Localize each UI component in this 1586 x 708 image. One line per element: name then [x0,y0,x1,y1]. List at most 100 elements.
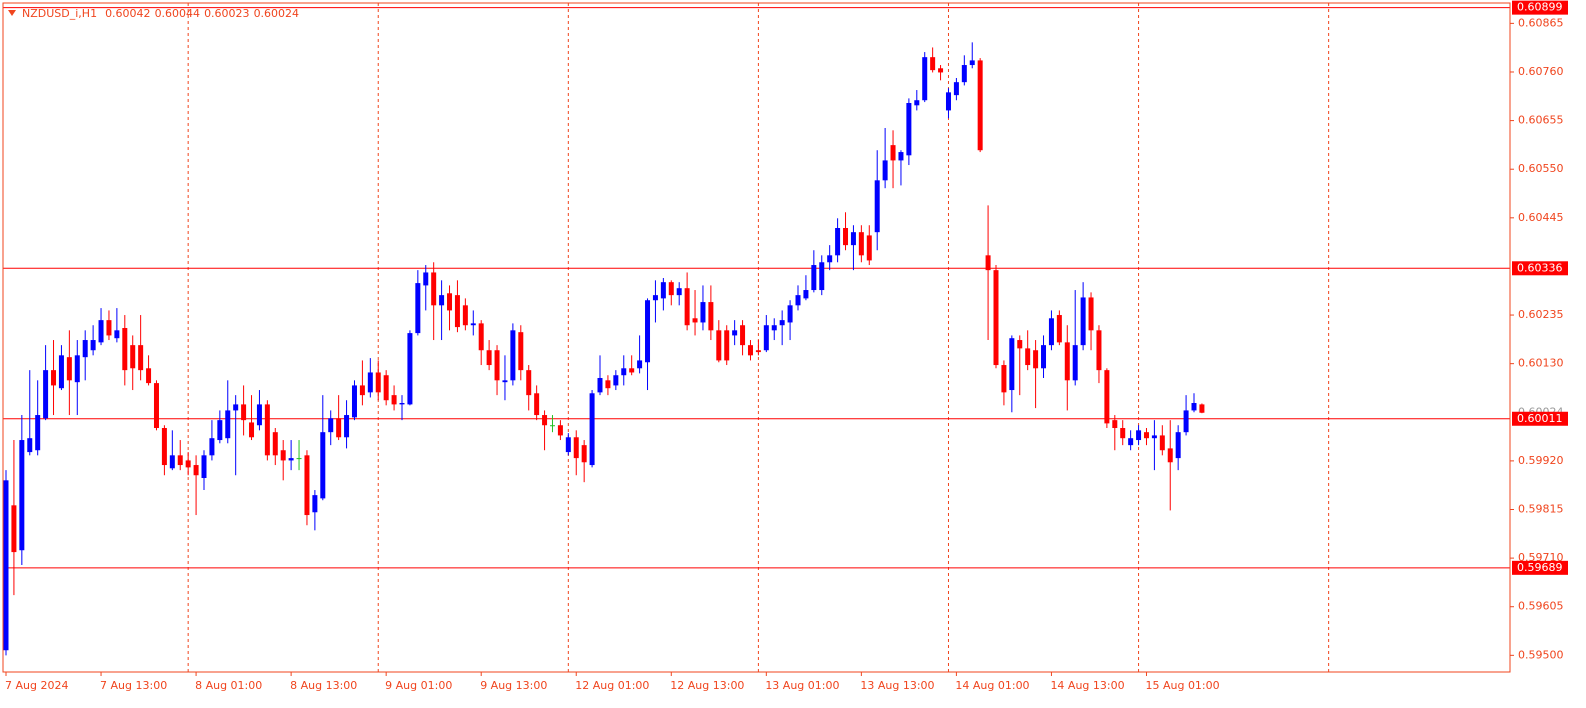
y-tick-label: 0.59605 [1518,600,1564,613]
x-tick-label: 13 Aug 01:00 [765,679,839,692]
candle-body [1048,318,1054,346]
candle-body [312,495,318,513]
candle-body [82,340,88,358]
price-box [1512,560,1568,575]
candle-body [637,360,643,369]
candle-body [225,410,231,439]
candle-body [605,380,611,389]
candle-body [914,100,920,106]
candle-body [320,432,326,499]
price-box [1512,261,1568,276]
last-open: 0.60042 [105,7,151,20]
candle-body [1128,438,1134,446]
candle-body [938,68,944,73]
candle-body [351,385,357,418]
candle-body [185,460,191,468]
candle-body [74,355,80,383]
candle-body [811,265,817,291]
candle-body [613,375,619,386]
candle-body [755,350,761,353]
candle-body [1183,410,1189,433]
y-tick-label: 0.60445 [1518,211,1564,224]
candle-body [66,357,72,381]
hline-label: 0.60011 [1517,412,1563,425]
candle-body [161,428,167,466]
candle-body [130,345,136,369]
candle-body [1009,338,1015,391]
candle-body [328,418,334,433]
candle-body [1072,345,1078,381]
candle-body [573,437,579,459]
candle-body [1104,370,1110,424]
x-tick-label: 7 Aug 13:00 [100,679,167,692]
y-tick-label: 0.60760 [1518,65,1564,78]
candle-body [217,420,223,441]
candle-body [874,180,880,233]
candle-body [1001,365,1007,393]
candle-body [510,330,516,381]
y-tick-label: 0.60655 [1518,114,1564,127]
candle-body [304,455,310,516]
candle-body [1017,340,1023,349]
candle-body [668,282,674,296]
x-tick-label: 9 Aug 13:00 [480,679,547,692]
candle-body [193,465,199,476]
candle-body [1167,448,1173,463]
price-box [1512,0,1568,15]
candle-body [621,368,627,376]
candle-body [803,290,809,299]
candle-body [35,415,41,451]
candle-body [1041,345,1047,369]
candle-body [565,437,571,453]
candle-body [1151,435,1157,439]
candle-body [597,378,603,393]
title-marker [8,10,16,16]
horizontal-lines [3,7,1510,569]
candle-body [922,57,928,101]
candle-body [241,404,247,421]
candle-body [542,415,548,426]
candle-body [106,320,112,336]
candle-body [90,340,96,351]
candle-body [890,145,896,161]
candle-body [415,283,421,334]
last-close: 0.60024 [254,7,300,20]
symbol-title: NZDUSD_i,H1 [22,7,97,20]
candle-body [138,345,144,371]
candle-body [256,404,262,426]
x-tick-label: 9 Aug 01:00 [385,679,452,692]
candle-body [1025,348,1031,366]
candle-body [43,370,49,419]
x-tick-label: 14 Aug 13:00 [1050,679,1124,692]
candle-body [1088,297,1094,331]
x-tick-label: 8 Aug 01:00 [195,679,262,692]
candle-body [882,160,888,181]
candle-body [977,60,983,151]
candle-body [51,370,57,386]
candle-body [732,330,738,336]
candle-body [708,302,714,331]
y-tick-label: 0.60235 [1518,308,1564,321]
candle-body [423,272,429,286]
candle-body [447,293,453,311]
candles [3,42,1205,656]
candle-body [296,458,302,460]
y-tick-label: 0.59815 [1518,502,1564,515]
candle-body [557,425,563,436]
candle-body [11,505,17,553]
candle-body [843,228,849,246]
candle-body [827,255,833,263]
candle-body [470,323,476,326]
candle-body [779,320,785,326]
candle-body [3,480,9,651]
candle-body [359,385,365,396]
chart-header: NZDUSD_i,H1 0.60042 0.60044 0.60023 0.60024 [22,7,299,20]
candle-body [993,270,999,366]
x-tick-label: 14 Aug 01:00 [955,679,1029,692]
candle-body [1064,342,1070,381]
candle-body [288,458,294,461]
candle-body [1112,420,1118,429]
candle-body [1096,330,1102,371]
candle-body [454,295,460,328]
last-low: 0.60023 [204,7,250,20]
